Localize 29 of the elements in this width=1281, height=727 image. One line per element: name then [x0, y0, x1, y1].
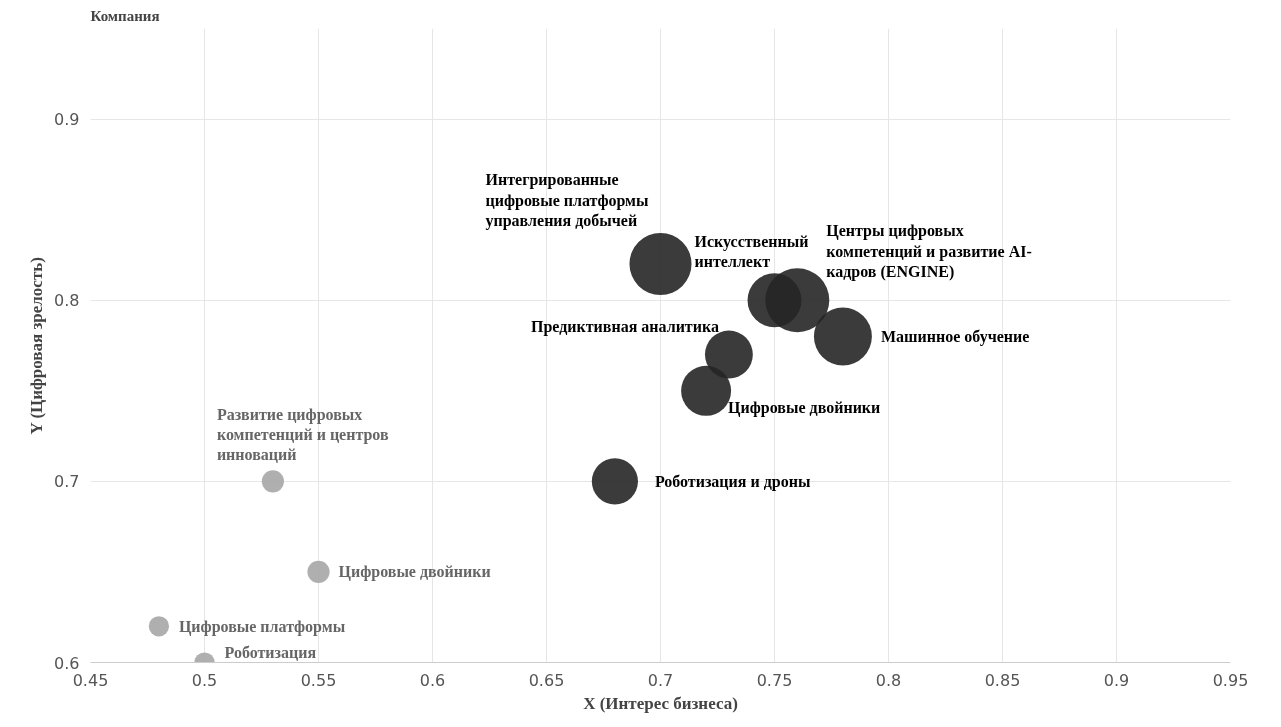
y-tick-label: 0.9 [54, 110, 80, 130]
x-tick-label: 0.7 [647, 670, 674, 690]
annotation: Цифровые двойники [728, 399, 881, 418]
x-tick-label: 0.9 [1103, 670, 1130, 690]
x-tick-label: 0.8 [875, 670, 902, 690]
annotation: Роботизация и дроны [654, 472, 811, 491]
x-tick-label: 0.95 [1212, 670, 1249, 690]
x-tick-label: 0.5 [191, 670, 218, 690]
annotation: Роботизация [224, 643, 317, 661]
annotation: Машинное обучение [880, 327, 1030, 346]
legend-title: Компания [90, 7, 160, 24]
x-tick-label: 0.85 [984, 670, 1021, 690]
annotation: Цифровые платформы [178, 617, 346, 636]
x-tick-label: 0.75 [756, 670, 793, 690]
y-tick-label: 0.6 [54, 653, 80, 673]
y-tick-label: 0.8 [54, 291, 80, 311]
annotation: Предиктивная аналитика [530, 317, 719, 336]
x-tick-label: 0.65 [528, 670, 565, 690]
annotation: Интегрированные цифровые платформы управления добычей [485, 171, 650, 230]
x-axis-title: X (Интерес бизнеса) [583, 693, 738, 713]
x-tick-label: 0.45 [72, 670, 109, 690]
annotation: Искусственный интеллект [694, 232, 809, 271]
y-axis-title: Y (Цифровая зрелость) [27, 257, 47, 435]
y-tick-label: 0.7 [54, 472, 80, 492]
x-tick-label: 0.6 [419, 670, 446, 690]
annotation: Центры цифровых компетенций и развитие AI- кадров (ENGINE) [826, 222, 1032, 282]
annotation: Цифровые двойники [338, 563, 491, 582]
x-tick-label: 0.55 [300, 670, 337, 690]
annotation: Развитие цифровых компетенций и центров инноваций [216, 405, 389, 464]
